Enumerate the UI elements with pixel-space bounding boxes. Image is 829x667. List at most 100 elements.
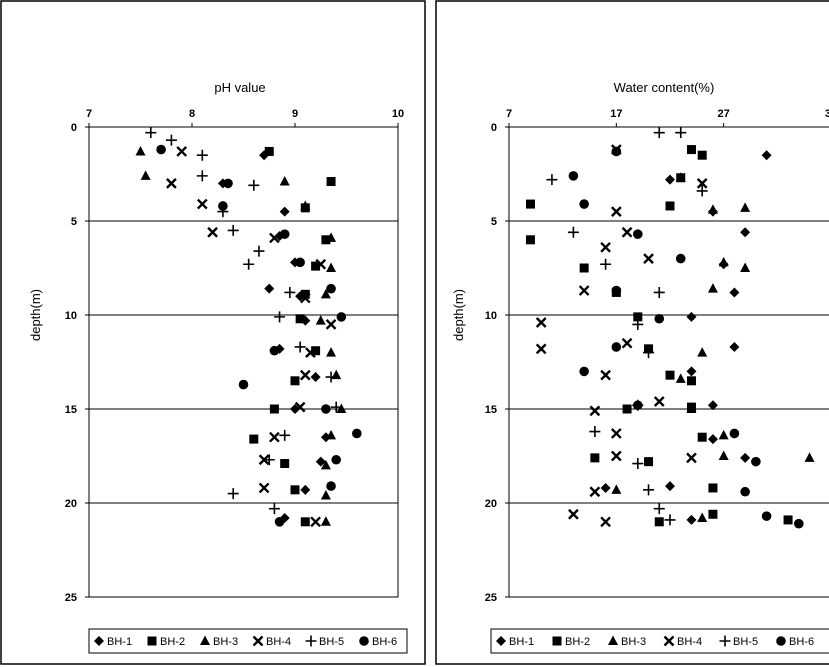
data-point-bh-1 bbox=[729, 341, 740, 352]
series-bh-4 bbox=[535, 144, 708, 528]
legend-items-water: BH-1 BH-2 BH-3 BH-4 BH-5 BH-6 bbox=[496, 635, 814, 648]
data-point-bh-1 bbox=[707, 400, 718, 411]
legend-marker-bh-6 bbox=[359, 636, 369, 646]
data-point-bh-5 bbox=[279, 429, 291, 441]
legend-label-bh-3: BH-3 bbox=[213, 636, 238, 648]
data-point-bh-3 bbox=[326, 429, 337, 440]
data-point-bh-2 bbox=[654, 517, 664, 527]
data-point-bh-1 bbox=[761, 150, 772, 161]
y-tick-label: 10 bbox=[485, 310, 497, 322]
legend-label-bh-4: BH-4 bbox=[677, 636, 702, 648]
chart-title-ph: pH value bbox=[214, 80, 265, 95]
data-point-bh-2 bbox=[525, 235, 535, 245]
y-tick-label: 5 bbox=[491, 216, 497, 228]
frame-left bbox=[0, 0, 426, 665]
data-point-bh-5 bbox=[263, 454, 275, 466]
x-tick-label: 8 bbox=[189, 108, 195, 120]
data-point-bh-1 bbox=[740, 227, 751, 238]
data-point-bh-4 bbox=[643, 253, 654, 264]
data-point-bh-4 bbox=[269, 431, 280, 443]
data-point-bh-2 bbox=[697, 150, 707, 160]
series-bh-5 bbox=[145, 127, 342, 515]
data-point-bh-5 bbox=[294, 341, 306, 353]
data-point-bh-5 bbox=[196, 149, 208, 161]
data-point-bh-4 bbox=[686, 452, 697, 464]
legend-label-bh-2: BH-2 bbox=[160, 636, 185, 648]
data-point-bh-3 bbox=[686, 403, 697, 413]
gridlines-ph bbox=[89, 220, 398, 504]
data-point-bh-6 bbox=[326, 481, 336, 491]
data-point-bh-3 bbox=[718, 256, 729, 267]
data-point-bh-5 bbox=[165, 134, 177, 146]
y-axis-label-water: depth(m) bbox=[451, 289, 466, 341]
data-point-bh-2 bbox=[295, 314, 305, 324]
legend-marker-bh-4 bbox=[252, 635, 264, 647]
y-ticks-ph: 0 5 10 15 20 25 bbox=[65, 122, 89, 604]
legend-marker-bh-2 bbox=[147, 636, 157, 646]
legend-items-ph: BH-1 BH-2 BH-3 BH-4 BH-5 BH-6 bbox=[94, 635, 397, 648]
data-point-bh-1 bbox=[665, 174, 675, 185]
data-point-bh-2 bbox=[665, 201, 675, 211]
data-point-bh-2 bbox=[686, 145, 696, 155]
data-point-bh-3 bbox=[697, 347, 708, 357]
data-point-bh-5 bbox=[653, 503, 665, 515]
data-point-bh-5 bbox=[567, 226, 579, 238]
data-point-bh-4 bbox=[535, 317, 547, 328]
legend-label-bh-6: BH-6 bbox=[789, 636, 814, 648]
data-point-bh-4 bbox=[196, 198, 208, 210]
data-point-bh-3 bbox=[315, 315, 326, 325]
legend-marker-bh-4 bbox=[663, 635, 675, 647]
data-point-bh-5 bbox=[243, 258, 255, 270]
data-point-bh-5 bbox=[330, 401, 342, 413]
data-point-bh-6 bbox=[326, 283, 336, 294]
data-point-bh-6 bbox=[156, 144, 166, 155]
data-point-bh-6 bbox=[274, 517, 285, 527]
data-point-bh-5 bbox=[248, 179, 260, 191]
data-point-bh-5 bbox=[696, 185, 708, 197]
legend-label-bh-3: BH-3 bbox=[621, 636, 646, 648]
data-point-bh-5 bbox=[274, 311, 286, 323]
data-point-bh-4 bbox=[600, 369, 611, 381]
legend-marker-bh-5 bbox=[305, 635, 317, 647]
data-point-bh-3 bbox=[707, 204, 718, 214]
data-point-bh-1 bbox=[600, 482, 611, 493]
data-point-bh-3 bbox=[320, 516, 331, 526]
data-point-bh-6 bbox=[654, 313, 665, 324]
data-point-bh-1 bbox=[300, 484, 311, 495]
data-point-bh-5 bbox=[675, 127, 687, 139]
legend-label-bh-1: BH-1 bbox=[509, 636, 534, 648]
data-point-bh-5 bbox=[653, 127, 665, 139]
data-point-bh-5 bbox=[643, 347, 655, 359]
data-point-bh-3 bbox=[697, 512, 708, 523]
y-tick-label: 20 bbox=[485, 498, 497, 510]
data-point-bh-6 bbox=[794, 518, 804, 529]
data-point-bh-1 bbox=[686, 514, 697, 525]
data-point-bh-6 bbox=[740, 486, 750, 497]
y-tick-label: 0 bbox=[71, 122, 77, 134]
data-point-bh-6 bbox=[331, 454, 342, 465]
data-point-bh-3 bbox=[740, 202, 751, 212]
data-point-bh-3 bbox=[718, 450, 729, 460]
data-point-bh-5 bbox=[145, 127, 157, 139]
data-point-bh-5 bbox=[196, 170, 208, 182]
data-point-bh-2 bbox=[300, 517, 310, 527]
data-point-bh-1 bbox=[740, 452, 751, 463]
data-point-bh-5 bbox=[227, 488, 239, 500]
data-point-bh-5 bbox=[632, 318, 644, 330]
data-point-bh-3 bbox=[320, 288, 331, 299]
legend-marker-bh-2 bbox=[552, 636, 562, 646]
x-ticks-water: 7 17 27 37 bbox=[506, 108, 829, 127]
data-point-bh-6 bbox=[611, 146, 622, 157]
x-tick-label: 7 bbox=[86, 108, 92, 120]
data-point-bh-2 bbox=[300, 289, 310, 299]
data-point-bh-5 bbox=[284, 286, 296, 298]
plot-area-ph bbox=[88, 126, 399, 598]
legend-marker-bh-1 bbox=[94, 636, 104, 646]
data-point-bh-4 bbox=[310, 516, 321, 528]
data-point-bh-2 bbox=[665, 370, 675, 380]
data-point-bh-5 bbox=[600, 258, 612, 270]
x-tick-label: 7 bbox=[506, 108, 512, 120]
data-point-bh-3 bbox=[740, 262, 751, 272]
